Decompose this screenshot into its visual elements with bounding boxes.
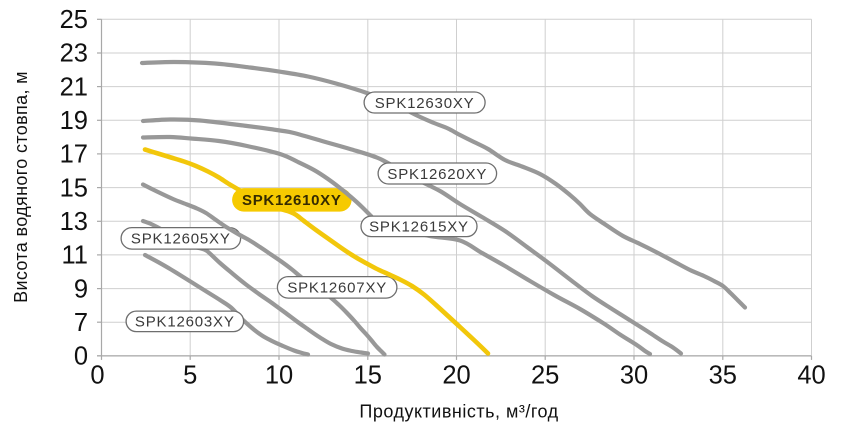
svg-text:40: 40 [797, 362, 825, 390]
svg-text:SPK12610XY: SPK12610XY [242, 192, 342, 209]
svg-text:5: 5 [183, 362, 197, 390]
svg-text:15: 15 [354, 362, 382, 390]
svg-text:21: 21 [60, 73, 88, 101]
svg-text:23: 23 [60, 40, 88, 68]
svg-text:15: 15 [60, 174, 88, 202]
svg-text:0: 0 [90, 362, 104, 390]
svg-text:17: 17 [60, 141, 88, 169]
svg-text:10: 10 [265, 362, 293, 390]
svg-text:11: 11 [62, 242, 88, 270]
svg-text:Висота водяного стовпа, м: Висота водяного стовпа, м [11, 71, 31, 303]
svg-text:Продуктивність, м³/год: Продуктивність, м³/год [359, 402, 558, 422]
svg-text:35: 35 [709, 362, 737, 390]
svg-text:0: 0 [74, 343, 88, 371]
svg-text:9: 9 [74, 275, 88, 303]
svg-text:SPK12605XY: SPK12605XY [131, 231, 231, 248]
svg-text:20: 20 [442, 362, 470, 390]
svg-text:7: 7 [74, 309, 88, 337]
svg-text:30: 30 [620, 362, 648, 390]
svg-text:SPK12620XY: SPK12620XY [387, 166, 487, 183]
svg-text:13: 13 [60, 208, 88, 236]
svg-text:19: 19 [60, 107, 88, 135]
svg-text:25: 25 [60, 6, 88, 34]
svg-text:SPK12630XY: SPK12630XY [375, 95, 475, 112]
svg-text:SPK12603XY: SPK12603XY [135, 314, 235, 331]
svg-text:SPK12615XY: SPK12615XY [369, 219, 469, 236]
svg-text:SPK12607XY: SPK12607XY [287, 280, 387, 297]
svg-text:25: 25 [531, 362, 559, 390]
